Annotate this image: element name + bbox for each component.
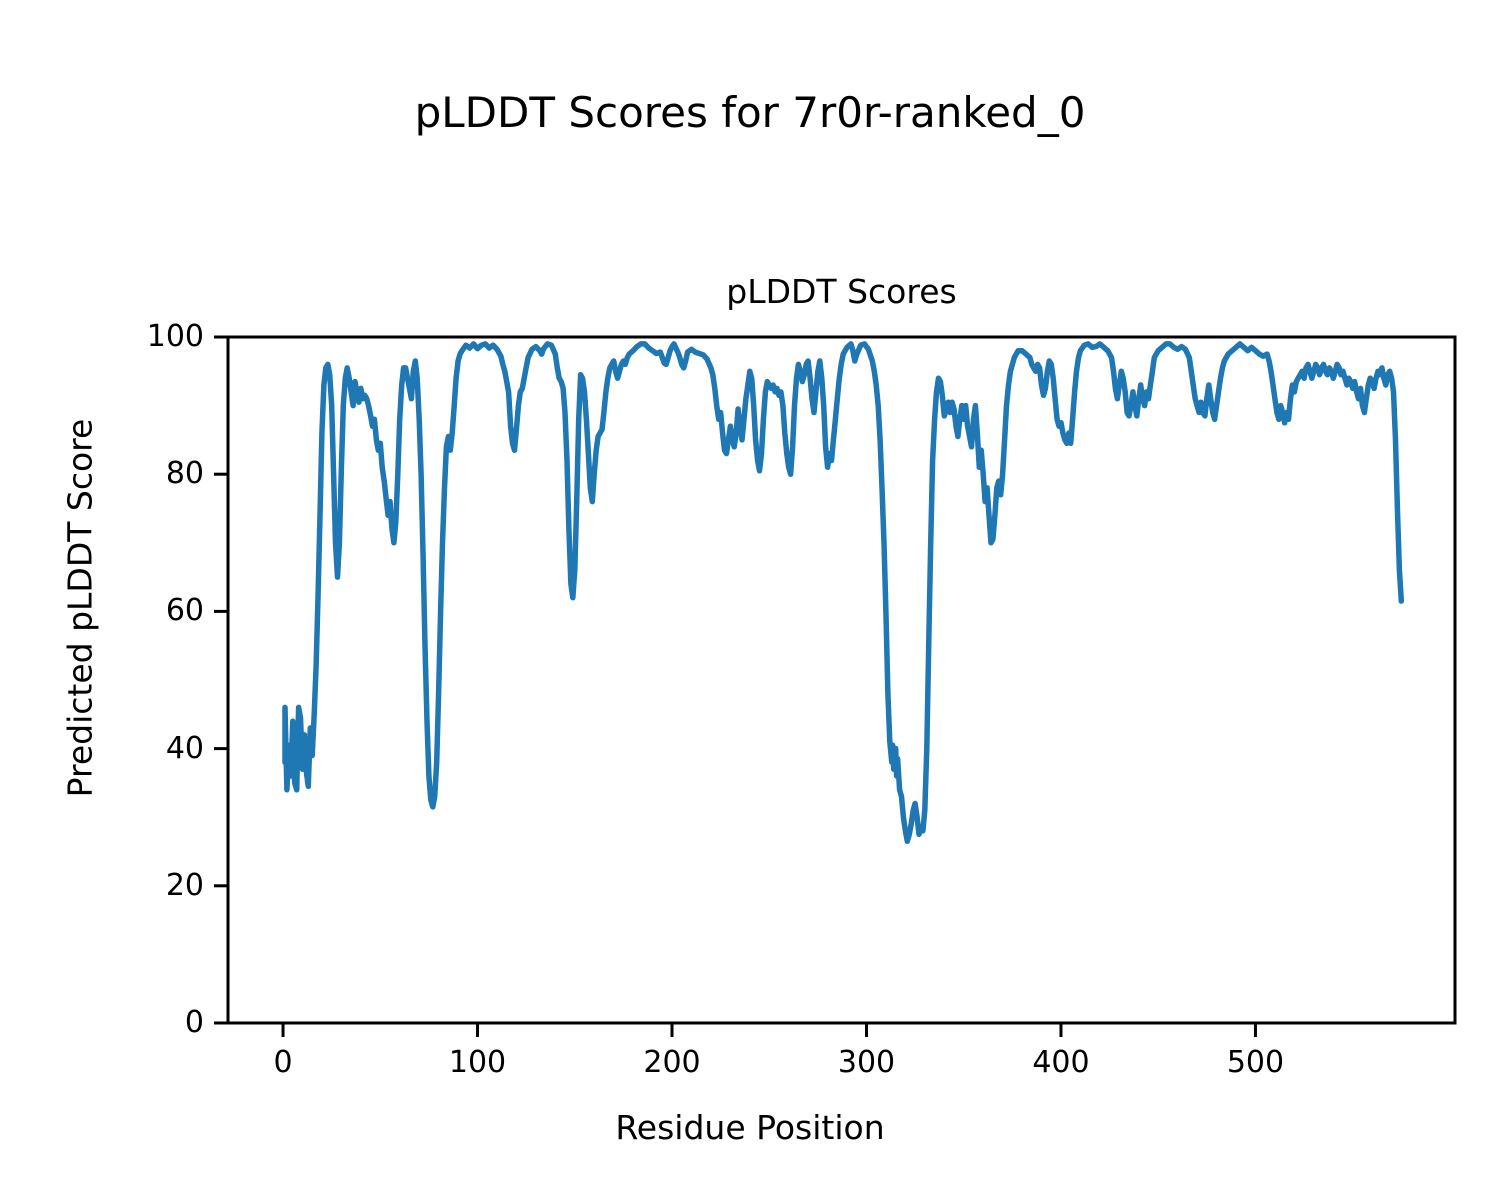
x-tick-label: 400 bbox=[1032, 1045, 1090, 1080]
x-tick-label: 0 bbox=[273, 1045, 293, 1080]
figure-title: pLDDT Scores for 7r0r-ranked_0 bbox=[414, 88, 1086, 137]
y-tick-label: 20 bbox=[165, 867, 204, 903]
y-tick-label: 100 bbox=[146, 319, 204, 354]
x-tick-label: 100 bbox=[448, 1045, 507, 1080]
y-tick-label: 80 bbox=[165, 456, 204, 492]
tick-marks bbox=[214, 335, 1257, 1037]
plddt-line bbox=[282, 341, 1405, 844]
x-axis-label: Residue Position bbox=[615, 1108, 885, 1147]
x-tick-label: 200 bbox=[643, 1045, 701, 1080]
y-tick-label: 0 bbox=[184, 1005, 204, 1040]
axes-title: pLDDT Scores bbox=[726, 272, 957, 311]
plot-border bbox=[226, 335, 1457, 1025]
y-tick-label: 40 bbox=[165, 730, 204, 766]
x-tick-label: 300 bbox=[837, 1045, 896, 1080]
x-tick-label: 500 bbox=[1226, 1045, 1285, 1080]
y-tick-label: 60 bbox=[165, 593, 204, 629]
